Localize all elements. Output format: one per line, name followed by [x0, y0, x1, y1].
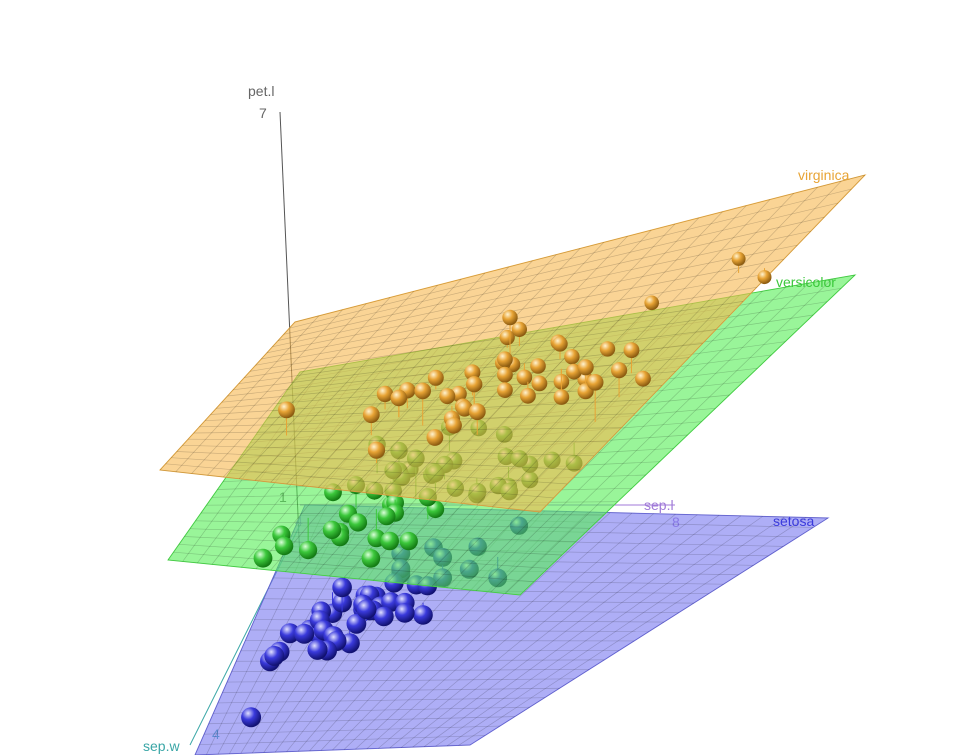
virginica-point	[502, 309, 518, 326]
z-axis-label: pet.l	[248, 83, 274, 99]
setosa-point	[294, 623, 315, 644]
versicolor-point	[399, 531, 418, 551]
virginica-point	[520, 387, 536, 404]
virginica-point	[497, 382, 513, 398]
virginica-point	[376, 385, 394, 403]
versicolor-point	[299, 541, 318, 560]
virginica-point	[599, 341, 616, 357]
z-axis-tick-top: 7	[259, 105, 267, 121]
plane-label-setosa: setosa	[773, 513, 814, 529]
virginica-point	[623, 342, 640, 359]
virginica-point	[427, 369, 444, 386]
virginica-point	[552, 336, 568, 352]
virginica-point	[644, 295, 659, 311]
virginica-point	[445, 417, 462, 434]
virginica-point	[553, 389, 570, 405]
setosa-point	[332, 577, 352, 598]
versicolor-point	[377, 507, 396, 526]
setosa-point	[356, 599, 377, 620]
virginica-point	[278, 401, 295, 419]
plane-label-versicolor: versicolor	[776, 274, 836, 290]
versicolor-point	[348, 513, 368, 532]
x-axis-label: sep.l	[644, 497, 674, 513]
virginica-point	[497, 366, 513, 383]
virginica-point	[362, 406, 380, 424]
versicolor-point	[274, 536, 294, 556]
virginica-point	[531, 375, 548, 392]
setosa-point	[346, 613, 367, 634]
virginica-point	[586, 374, 604, 391]
plane-label-virginica: virginica	[798, 167, 850, 183]
virginica-point	[456, 400, 473, 417]
versicolor-point	[361, 549, 381, 568]
series-virginica: virginica	[158, 167, 867, 513]
virginica-point	[511, 321, 527, 337]
virginica-point	[468, 403, 486, 421]
virginica-point	[499, 329, 515, 346]
versicolor-point	[380, 531, 400, 551]
virginica-point	[611, 362, 628, 379]
setosa-point	[395, 603, 415, 623]
virginica-point	[757, 270, 772, 285]
virginica-point	[464, 364, 481, 381]
versicolor-point	[322, 520, 342, 540]
virginica-point	[530, 358, 546, 374]
virginica-point	[516, 369, 533, 386]
versicolor-point	[253, 548, 273, 568]
virginica-point	[466, 376, 483, 393]
y-axis-label: sep.w	[143, 738, 180, 754]
virginica-point	[731, 251, 746, 266]
setosa-point	[241, 707, 262, 728]
virginica-point	[439, 388, 456, 405]
virginica-regression-plane	[158, 174, 867, 513]
virginica-point	[367, 441, 386, 459]
virginica-point	[497, 351, 513, 368]
virginica-point	[414, 382, 432, 400]
setosa-point	[264, 645, 285, 666]
scene: setosa versicolor virginica	[158, 167, 867, 755]
setosa-point	[279, 623, 300, 644]
virginica-point	[390, 389, 407, 407]
virginica-point	[564, 349, 580, 365]
virginica-point	[577, 359, 594, 376]
setosa-point	[374, 606, 394, 627]
setosa-point	[307, 639, 328, 660]
setosa-point	[413, 605, 433, 625]
virginica-point	[426, 429, 444, 446]
virginica-point	[635, 370, 651, 387]
